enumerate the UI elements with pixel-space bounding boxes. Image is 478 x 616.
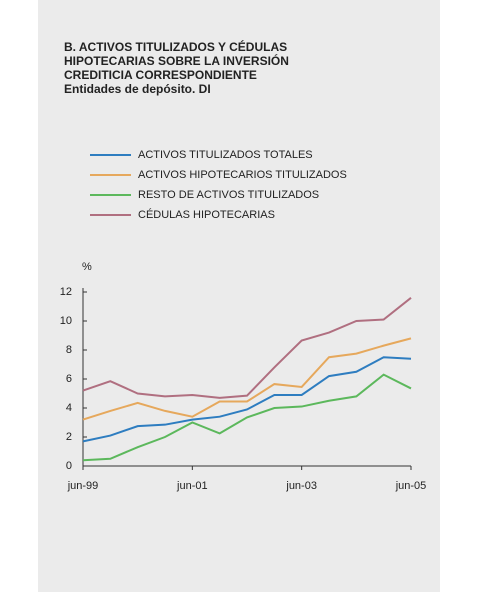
- x-tick-label: jun-05: [395, 480, 427, 492]
- y-tick-label: 10: [60, 315, 72, 327]
- legend-label: ACTIVOS TITULIZADOS TOTALES: [138, 149, 313, 161]
- y-tick-label: 4: [66, 402, 72, 414]
- y-tick-label: 6: [66, 373, 72, 385]
- chart-title: Entidades de depósito. DI: [64, 82, 211, 96]
- x-tick-label: jun-99: [67, 480, 99, 492]
- y-tick-label: 12: [60, 286, 72, 298]
- x-tick-label: jun-01: [176, 480, 208, 492]
- legend-label: RESTO DE ACTIVOS TITULIZADOS: [138, 189, 319, 201]
- series-line: [82, 297, 412, 399]
- chart-title: B. ACTIVOS TITULIZADOS Y CÉDULAS: [64, 39, 287, 54]
- series-line: [82, 356, 412, 443]
- series-line: [82, 337, 412, 421]
- legend-label: ACTIVOS HIPOTECARIOS TITULIZADOS: [138, 169, 347, 181]
- x-tick-label: jun-03: [285, 480, 317, 492]
- series-line: [82, 373, 412, 462]
- y-tick-label: 2: [66, 431, 72, 443]
- legend-label: CÉDULAS HIPOTECARIAS: [138, 208, 275, 221]
- y-tick-label: 8: [66, 344, 72, 356]
- panel: [38, 0, 440, 592]
- y-unit: %: [82, 261, 92, 273]
- chart-title: CREDITICIA CORRESPONDIENTE: [64, 68, 257, 82]
- y-tick-label: 0: [66, 460, 72, 472]
- chart-title: HIPOTECARIAS SOBRE LA INVERSIÓN: [64, 53, 289, 68]
